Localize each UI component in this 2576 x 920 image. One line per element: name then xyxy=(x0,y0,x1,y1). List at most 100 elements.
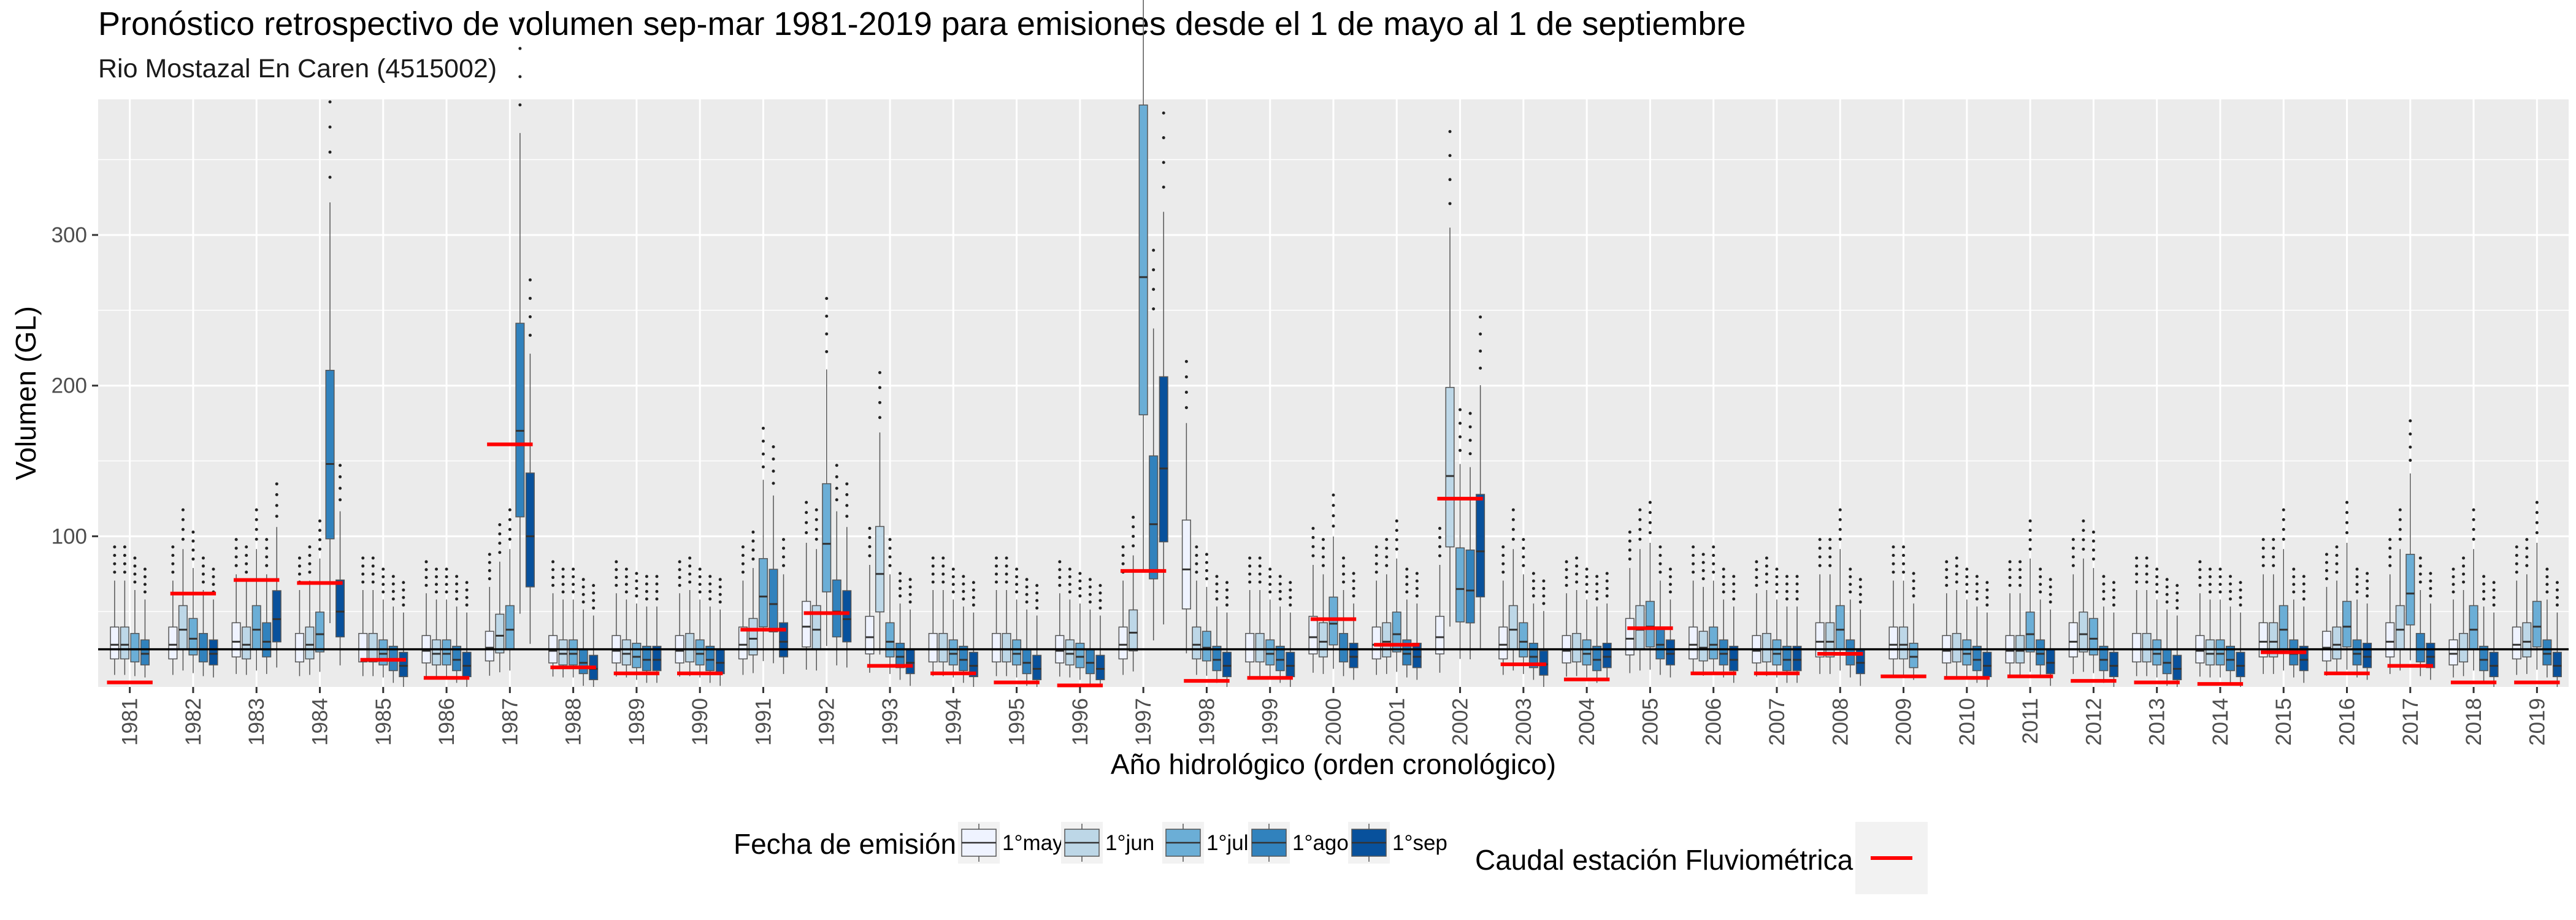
box-outlier xyxy=(1668,575,1672,578)
box-outlier xyxy=(1849,567,1852,571)
box-outlier xyxy=(615,583,618,587)
box-body xyxy=(1095,654,1105,680)
box-outlier xyxy=(624,575,628,578)
box-outlier xyxy=(1385,555,1389,559)
box-outlier xyxy=(1732,582,1736,586)
x-tick-label: 2017 xyxy=(2399,698,2423,746)
box-outlier xyxy=(2462,572,2466,576)
box-outlier xyxy=(1838,518,1842,521)
box-outlier xyxy=(1818,555,1822,559)
box-outlier xyxy=(265,564,269,567)
box-outlier xyxy=(1005,572,1008,576)
box-body xyxy=(2332,626,2342,660)
box-outlier xyxy=(508,527,512,531)
box-outlier xyxy=(308,545,312,549)
box-outlier xyxy=(899,594,902,598)
box-outlier xyxy=(402,581,405,585)
box-outlier xyxy=(1121,562,1125,565)
box-outlier xyxy=(2272,564,2275,567)
box-body xyxy=(938,633,948,662)
y-tick-label: 200 xyxy=(52,374,87,398)
box-outlier xyxy=(1605,572,1609,575)
box-outlier xyxy=(2335,545,2339,549)
box-outlier xyxy=(761,426,765,430)
box-outlier xyxy=(1098,584,1102,588)
box-outlier xyxy=(1712,553,1715,557)
box-body xyxy=(1181,519,1191,610)
x-tick-label: 1990 xyxy=(688,698,712,746)
box-body xyxy=(495,613,505,654)
box-outlier xyxy=(835,498,838,502)
box-outlier xyxy=(805,531,808,535)
box-body xyxy=(1118,626,1128,660)
box-body xyxy=(2109,651,2118,678)
box-body xyxy=(1815,622,1825,657)
box-outlier xyxy=(1692,570,1695,574)
box-body xyxy=(452,645,462,672)
box-outlier xyxy=(1468,412,1472,415)
box-outlier xyxy=(1858,600,1862,604)
box-outlier xyxy=(143,583,147,586)
box-outlier xyxy=(1352,586,1355,590)
box-outlier xyxy=(2028,538,2032,542)
box-outlier xyxy=(931,564,935,568)
box-outlier xyxy=(972,603,975,607)
box-outlier xyxy=(234,555,238,559)
box-body xyxy=(2036,639,2045,665)
x-tick-label: 2005 xyxy=(1638,698,1662,746)
box-outlier xyxy=(1565,560,1568,564)
x-tick-label: 1997 xyxy=(1132,698,1156,746)
box-outlier xyxy=(1628,531,1631,534)
box-outlier xyxy=(868,554,872,558)
box-outlier xyxy=(2555,588,2559,592)
box-outlier xyxy=(751,557,755,561)
box-body xyxy=(1602,643,1612,669)
box-body xyxy=(2205,639,2215,665)
box-outlier xyxy=(1385,564,1389,567)
box-outlier xyxy=(1795,575,1799,578)
box-outlier xyxy=(2545,567,2549,571)
box-body xyxy=(2532,600,2542,648)
box-outlier xyxy=(2145,580,2149,584)
box-outlier xyxy=(825,350,829,353)
box-outlier xyxy=(2082,538,2085,542)
box-outlier xyxy=(133,580,137,584)
box-outlier xyxy=(2008,560,2012,564)
box-outlier xyxy=(2282,537,2285,541)
box-outlier xyxy=(941,580,945,584)
box-outlier xyxy=(2272,555,2275,559)
box-outlier xyxy=(1902,553,1906,557)
legend-label: 1°jul xyxy=(1206,831,1248,855)
x-tick-label: 1982 xyxy=(182,698,205,746)
legend-observed-label: Caudal estación Fluviométrica xyxy=(1475,844,1853,876)
box-outlier xyxy=(1955,580,1958,584)
box-outlier xyxy=(1132,515,1135,519)
x-tick-label: 1988 xyxy=(562,698,586,746)
year-group-2014 xyxy=(2195,560,2245,687)
box-outlier xyxy=(655,597,659,601)
box-outlier xyxy=(1722,583,1725,586)
box-outlier xyxy=(2039,575,2042,578)
box-body xyxy=(1328,596,1338,646)
box-outlier xyxy=(265,538,269,542)
box-outlier xyxy=(2292,583,2296,586)
box-outlier xyxy=(782,546,786,550)
box-outlier xyxy=(572,575,575,578)
year-group-2006 xyxy=(1689,545,1739,683)
box-outlier xyxy=(1785,589,1788,593)
box-outlier xyxy=(1658,545,1662,549)
box-outlier xyxy=(1248,580,1252,584)
box-outlier xyxy=(191,548,195,552)
box-outlier xyxy=(2555,596,2559,599)
box-outlier xyxy=(2355,590,2359,594)
box-outlier xyxy=(328,100,332,104)
box-outlier xyxy=(1025,585,1029,589)
box-body xyxy=(198,633,208,662)
box-outlier xyxy=(2218,567,2222,571)
box-outlier xyxy=(1692,553,1695,557)
box-outlier xyxy=(2112,581,2115,585)
box-body xyxy=(1192,626,1202,660)
box-body xyxy=(621,639,631,665)
box-outlier xyxy=(1795,589,1799,593)
box-body xyxy=(485,631,494,662)
